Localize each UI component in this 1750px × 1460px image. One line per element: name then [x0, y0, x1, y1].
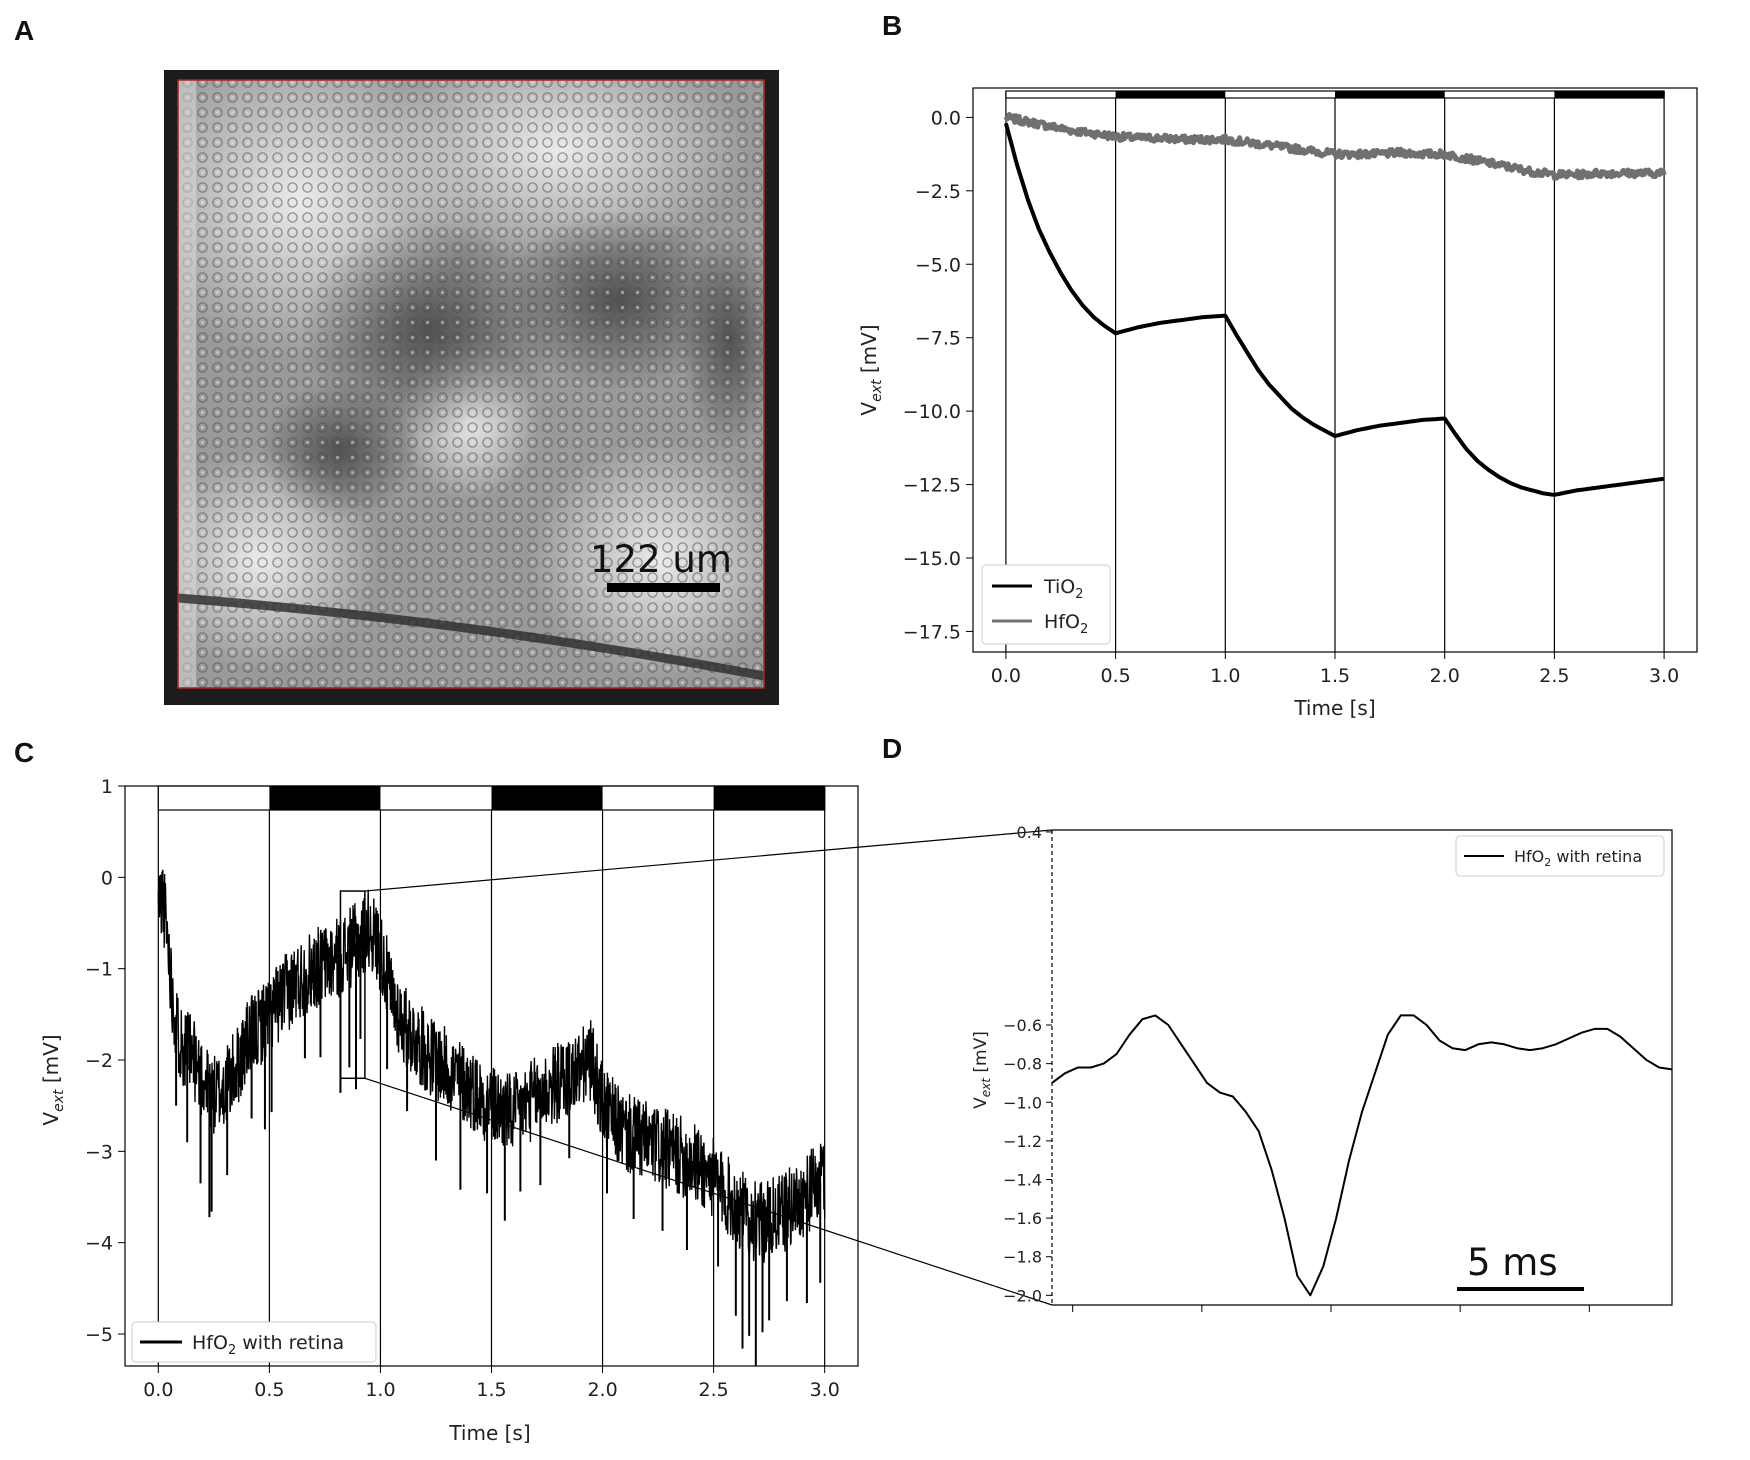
chart-b-ytick-label: −10.0 — [903, 401, 961, 423]
chart-d-ytick-label: −2.0 — [1003, 1286, 1042, 1305]
chart-c-xtick-label: 0.5 — [254, 1379, 284, 1401]
legend-label-hfo2-retina: HfO2 with retina — [192, 1332, 344, 1358]
chart-d-ytick-label: −1.8 — [1003, 1248, 1042, 1267]
chart-c-series — [157, 869, 826, 1366]
chart-c-stimulus-dark — [269, 786, 381, 810]
series-hfo2 — [1003, 112, 1667, 181]
panel-label-d: D — [882, 733, 902, 764]
image-border — [177, 79, 765, 689]
chart-b-stimulus-dark — [1554, 91, 1665, 98]
chart-c-ytick-label: −4 — [85, 1233, 113, 1255]
series-hfo2-with-retina — [157, 869, 826, 1263]
chart-c-stimulus — [157, 785, 826, 1366]
chart-b-xtick-label: 2.0 — [1430, 665, 1460, 687]
chart-b-ticks: 0.0 0.5 1.0 1.5 2.0 2.5 3.0 0.0 −2.5 −5.0 −7.5 −10.… — [903, 107, 1679, 687]
chart-c-xlabel: Time [s] — [448, 1421, 530, 1445]
panel-label-a: A — [14, 15, 34, 46]
chart-c-ytick-label: −5 — [85, 1324, 113, 1346]
chart-c-stimulus-dark — [491, 786, 603, 810]
microscope-image: 122 um — [164, 70, 779, 705]
chart-c-xtick-label: 1.0 — [365, 1379, 395, 1401]
chart-d: 0.4 −0.6 −0.8 −1.0 −1.2 −1.4 −1.6 −1.8 −2.0 Vext… — [971, 823, 1673, 1312]
series-hfo2-with-retina-zoom — [1052, 1014, 1672, 1297]
chart-c-ytick-label: 1 — [101, 776, 113, 798]
zoom-connector-top — [364, 829, 1053, 892]
chart-c-xtick-label: 2.5 — [699, 1379, 729, 1401]
chart-c-legend: HfO2 with retina — [131, 1321, 377, 1363]
chart-d-ytick-label: −1.4 — [1003, 1170, 1042, 1189]
chart-b-xtick-label: 0.0 — [991, 665, 1021, 687]
chart-b-ytick-label: −2.5 — [915, 181, 961, 203]
chart-d-ylabel: Vext [mV] — [971, 1031, 993, 1109]
chart-b-ytick-label: −17.5 — [903, 621, 961, 643]
chart-c: 0.0 0.5 1.0 1.5 2.0 2.5 3.0 1 0 −1 −2 −3 −4 −5 Time [… — [39, 776, 859, 1445]
chart-b-xtick-label: 1.0 — [1210, 665, 1240, 687]
panel-label-b: B — [882, 10, 902, 41]
zoom-box — [339, 890, 366, 1080]
chart-c-ticks: 0.0 0.5 1.0 1.5 2.0 2.5 3.0 1 0 −1 −2 −3 −4 −5 — [85, 776, 840, 1401]
scalebar-label-a: 122 um — [590, 538, 732, 581]
chart-b-ytick-label: 0.0 — [931, 107, 961, 129]
chart-b-stimulus-dark — [1115, 91, 1226, 98]
chart-b-ylabel: Vext [mV] — [857, 324, 885, 415]
chart-b-xtick-label: 0.5 — [1100, 665, 1130, 687]
chart-d-ytick-label: −1.0 — [1003, 1093, 1042, 1112]
chart-b-series — [1003, 112, 1667, 497]
legend-label-tio2: TiO2 — [1043, 576, 1084, 602]
chart-b-xtick-label: 3.0 — [1649, 665, 1679, 687]
chart-b-ytick-label: −12.5 — [903, 475, 961, 497]
series-tio2 — [1003, 122, 1665, 497]
chart-b-ytick-label: −15.0 — [903, 548, 961, 570]
chart-b: 0.0 0.5 1.0 1.5 2.0 2.5 3.0 0.0 −2.5 −5.0 −7.5 −10.… — [857, 87, 1698, 720]
chart-d-ytick-label: 0.4 — [1017, 823, 1042, 842]
chart-c-ytick-label: −3 — [85, 1141, 113, 1163]
chart-c-stimulus-dark — [713, 786, 825, 810]
scalebar-d — [1457, 1287, 1584, 1291]
chart-d-ytick-label: −1.2 — [1003, 1132, 1042, 1151]
chart-b-stimulus — [1005, 90, 1665, 652]
zoom-connector-bottom — [364, 1077, 1053, 1306]
legend-label-hfo2: HfO2 — [1044, 611, 1088, 637]
scalebar-label-d: 5 ms — [1467, 1241, 1558, 1284]
legend-label-d: HfO2 with retina — [1514, 847, 1642, 869]
chart-c-xtick-label: 3.0 — [810, 1379, 840, 1401]
chart-c-xtick-label: 0.0 — [143, 1379, 173, 1401]
chart-b-ytick-label: −7.5 — [915, 328, 961, 350]
chart-c-ytick-label: −2 — [85, 1050, 113, 1072]
chart-b-legend: TiO2 HfO2 — [981, 564, 1111, 645]
panel-label-c: C — [14, 737, 34, 768]
chart-b-xtick-label: 2.5 — [1539, 665, 1569, 687]
chart-d-ytick-label: −0.6 — [1003, 1016, 1042, 1035]
chart-b-xlabel: Time [s] — [1293, 696, 1375, 720]
chart-c-ylabel: Vext [mV] — [39, 1034, 67, 1125]
chart-c-frame — [124, 785, 859, 1367]
chart-d-ytick-label: −1.6 — [1003, 1209, 1042, 1228]
chart-c-xtick-label: 2.0 — [587, 1379, 617, 1401]
chart-c-ytick-label: 0 — [101, 867, 113, 889]
chart-c-ytick-label: −1 — [85, 959, 113, 981]
chart-b-frame — [972, 87, 1698, 653]
chart-b-stimulus-dark — [1335, 91, 1445, 98]
chart-b-xtick-label: 1.5 — [1320, 665, 1350, 687]
chart-d-legend: HfO2 with retina — [1455, 835, 1665, 877]
chart-d-frame — [1052, 829, 1673, 1306]
chart-c-xtick-label: 1.5 — [476, 1379, 506, 1401]
chart-b-ytick-label: −5.0 — [915, 254, 961, 276]
chart-d-series — [1052, 1014, 1672, 1297]
scalebar-a — [607, 583, 720, 592]
chart-d-ticks: 0.4 −0.6 −0.8 −1.0 −1.2 −1.4 −1.6 −1.8 −2.0 — [1003, 823, 1590, 1312]
chart-d-ytick-label: −0.8 — [1003, 1055, 1042, 1074]
